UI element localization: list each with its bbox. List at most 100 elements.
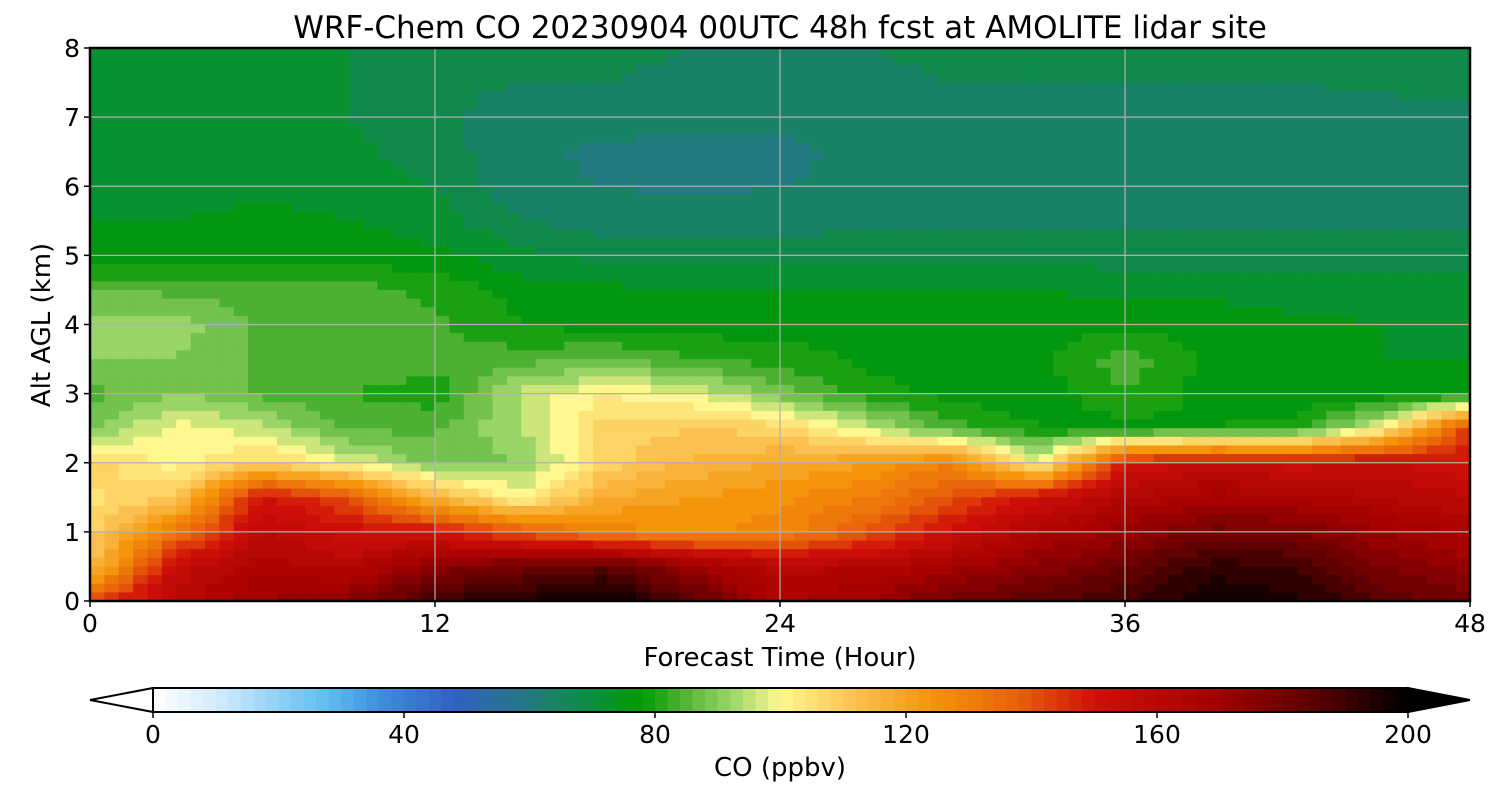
heatmap-cell [1081,220,1097,231]
heatmap-cell [161,281,177,291]
heatmap-cell [895,168,910,179]
heatmap-cell [1383,73,1399,84]
heatmap-cell [880,393,896,403]
heatmap-cell [736,419,752,429]
heatmap-cell [363,350,379,360]
heatmap-cell [391,445,407,455]
heatmap-cell [420,186,436,196]
heatmap-cell [1110,324,1126,334]
heatmap-cell [1225,281,1241,291]
heatmap-cell [1369,384,1385,395]
heatmap-cell [449,298,465,308]
heatmap-cell [276,289,292,300]
heatmap-cell [794,91,810,101]
heatmap-cell [1283,324,1299,334]
heatmap-cell [880,65,896,75]
heatmap-cell [1211,393,1227,403]
heatmap-cell [550,462,565,472]
heatmap-cell [1426,350,1442,360]
heatmap-cell [593,333,609,343]
heatmap-cell [219,143,235,153]
heatmap-cell [1153,376,1169,386]
heatmap-cell [1283,333,1299,343]
heatmap-cell [363,143,379,153]
heatmap-cell [679,384,695,395]
heatmap-cell [147,428,163,438]
heatmap-cell [1153,410,1169,421]
heatmap-cell [1311,350,1327,360]
heatmap-cell [377,238,393,248]
heatmap-cell [1283,229,1299,239]
heatmap-cell [133,264,149,274]
heatmap-cell [564,376,580,386]
heatmap-cell [348,264,364,274]
heatmap-cell [665,125,680,136]
heatmap-cell [147,246,163,256]
heatmap-cell [1196,324,1212,334]
heatmap-cell [880,298,896,308]
heatmap-cell [104,117,120,127]
heatmap-cell [1053,480,1069,490]
heatmap-cell [363,264,379,274]
heatmap-cell [837,480,853,490]
heatmap-cell [1153,393,1169,403]
heatmap-cell [334,471,350,481]
heatmap-cell [1455,168,1471,179]
heatmap-cell [1182,307,1198,317]
heatmap-cell [1196,82,1212,92]
heatmap-cell [866,160,882,170]
heatmap-cell [1211,307,1227,317]
heatmap-cell [966,410,982,421]
heatmap-cell [1024,376,1040,386]
heatmap-cell [607,307,623,317]
heatmap-cell [966,108,982,118]
heatmap-cell [909,264,925,274]
heatmap-cell [1081,203,1097,213]
heatmap-cell [219,56,235,66]
heatmap-cell [1211,220,1227,231]
heatmap-cell [636,289,652,300]
heatmap-cell [578,350,594,360]
heatmap-cell [320,177,335,187]
heatmap-cell [233,255,249,265]
heatmap-cell [851,462,867,472]
heatmap-cell [966,229,982,239]
heatmap-cell [1024,428,1040,438]
heatmap-cell [391,220,407,231]
heatmap-cell [478,151,494,161]
heatmap-cell [262,65,278,75]
heatmap-cell [952,367,968,377]
heatmap-cell [722,315,738,326]
heatmap-cell [161,367,177,377]
heatmap-cell [334,220,350,231]
heatmap-cell [708,65,724,75]
heatmap-cell [176,108,192,118]
heatmap-cell [837,255,853,265]
heatmap-cell [550,108,565,118]
heatmap-cell [952,289,968,300]
heatmap-cell [1297,134,1313,144]
heatmap-cell [1053,82,1069,92]
heatmap-cell [377,281,393,291]
heatmap-cell [219,91,235,101]
heatmap-cell [492,307,508,317]
heatmap-cell [161,160,177,170]
heatmap-cell [1240,281,1255,291]
heatmap-cell [679,402,695,412]
heatmap-cell [521,307,537,317]
heatmap-cell [449,186,465,196]
heatmap-cell [909,168,925,179]
heatmap-cell [262,220,278,231]
heatmap-cell [1010,436,1025,447]
heatmap-cell [578,410,594,421]
heatmap-cell [161,376,177,386]
heatmap-cell [1010,73,1025,84]
heatmap-cell [966,220,982,231]
heatmap-cell [1196,471,1212,481]
heatmap-cell [90,298,105,308]
heatmap-cell [363,108,379,118]
heatmap-cell [478,229,494,239]
heatmap-cell [262,333,278,343]
heatmap-cell [665,402,680,412]
heatmap-cell [679,203,695,213]
